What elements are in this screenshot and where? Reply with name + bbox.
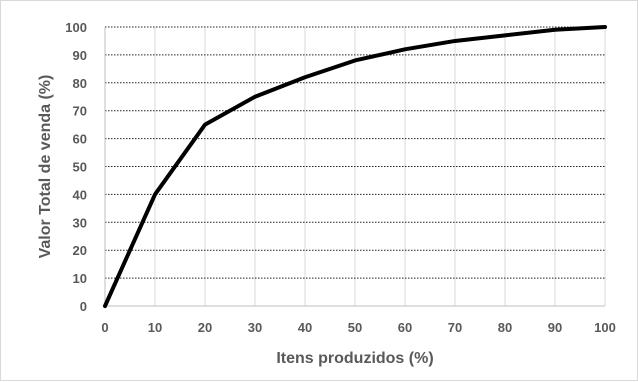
y-axis-title: Valor Total de venda (%): [37, 75, 54, 259]
x-tick-label: 80: [498, 320, 512, 335]
y-tick-label: 0: [80, 299, 87, 314]
y-tick-label: 30: [73, 215, 87, 230]
x-tick-label: 90: [548, 320, 562, 335]
x-tick-label: 30: [248, 320, 262, 335]
y-tick-label: 80: [73, 76, 87, 91]
y-tick-label: 100: [65, 20, 87, 35]
y-tick-label: 10: [73, 271, 87, 286]
y-tick-label: 70: [73, 104, 87, 119]
y-tick-label: 60: [73, 132, 87, 147]
x-tick-label: 100: [594, 320, 616, 335]
y-tick-label: 20: [73, 243, 87, 258]
x-tick-label: 50: [348, 320, 362, 335]
x-axis-title: Itens produzidos (%): [276, 350, 433, 367]
x-tick-label: 70: [448, 320, 462, 335]
grid: [105, 27, 605, 306]
x-tick-label: 0: [101, 320, 108, 335]
y-tick-label: 40: [73, 187, 87, 202]
x-tick-label: 40: [298, 320, 312, 335]
x-tick-label: 10: [148, 320, 162, 335]
y-tick-label: 90: [73, 48, 87, 63]
x-tick-label: 20: [198, 320, 212, 335]
x-tick-label: 60: [398, 320, 412, 335]
y-tick-label: 50: [73, 160, 87, 175]
